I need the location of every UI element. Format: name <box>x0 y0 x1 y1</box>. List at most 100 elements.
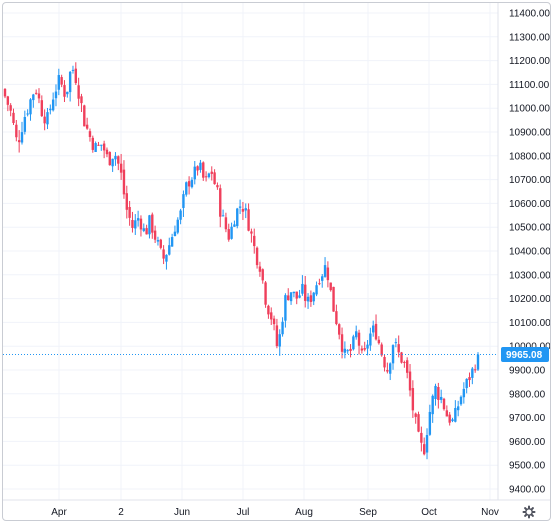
y-tick-label: 9700.00 <box>509 413 546 424</box>
candle-body <box>134 220 137 229</box>
y-tick-label: 9500.00 <box>509 461 546 472</box>
candle-body <box>388 363 392 374</box>
candle-body <box>241 208 245 212</box>
y-tick-label: 10900.00 <box>509 128 550 139</box>
y-tick-label: 10700.00 <box>509 175 550 186</box>
candle-body <box>394 342 398 344</box>
candle-body <box>3 88 7 97</box>
candle-body <box>321 276 324 281</box>
candle-body <box>85 124 89 129</box>
candle-body <box>403 362 406 364</box>
candle-body <box>346 350 349 352</box>
candle-body <box>131 219 134 228</box>
candle-body <box>20 132 24 143</box>
candle-body <box>102 143 106 151</box>
candle-body <box>386 369 389 372</box>
candle-body <box>292 291 296 294</box>
candle-body <box>88 131 92 138</box>
time-axis[interactable]: Apr 2 Jun Jul Aug Sep Oct Nov <box>3 499 550 518</box>
price-axis[interactable]: 9400.00 9500.00 9600.00 9700.00 9800.00 9900.… <box>497 3 550 500</box>
candle-body <box>224 217 228 230</box>
candle-body <box>380 344 383 356</box>
candle-body <box>439 396 443 400</box>
candle-body <box>151 214 154 233</box>
y-tick-label: 11400.00 <box>509 9 550 20</box>
candle-body <box>261 269 264 281</box>
gear-icon[interactable] <box>522 505 536 519</box>
candle-body <box>374 323 378 340</box>
candle-body <box>207 173 211 178</box>
candle-body <box>26 113 29 115</box>
candle-body <box>332 286 335 312</box>
candle-body <box>306 296 310 302</box>
candle-body <box>173 231 177 237</box>
candle-body <box>49 108 52 111</box>
candle-body <box>43 116 46 124</box>
candle-body <box>139 218 143 230</box>
x-tick-label: Jul <box>237 507 250 518</box>
candle-body <box>414 413 417 417</box>
candle-body <box>117 156 120 164</box>
x-tick-label: Nov <box>481 507 499 518</box>
candle-body <box>57 75 61 90</box>
candle-body <box>244 208 247 211</box>
candle-body <box>145 228 148 235</box>
candle-body <box>148 215 151 235</box>
candle-body <box>51 99 55 111</box>
y-tick-label: 11300.00 <box>509 32 550 43</box>
y-tick-label: 10600.00 <box>509 199 550 210</box>
candle-body <box>289 292 293 302</box>
candle-body <box>304 284 307 301</box>
candle-body <box>278 334 281 347</box>
x-tick-label: Oct <box>421 507 437 518</box>
candle-body <box>23 116 27 132</box>
candle-body <box>54 91 58 99</box>
candle-body <box>9 105 12 111</box>
candlestick-chart[interactable]: 9400.00 9500.00 9600.00 9700.00 9800.00 9900.… <box>3 3 550 520</box>
candle-body <box>40 100 44 117</box>
candle-body <box>165 254 168 262</box>
candle-body <box>448 414 451 423</box>
candle-body <box>66 91 69 95</box>
candle-body <box>295 291 298 299</box>
candle-body <box>442 398 446 410</box>
candle-body <box>213 172 216 185</box>
candle-body <box>193 166 196 180</box>
x-tick-label: Sep <box>359 507 377 518</box>
candle-body <box>459 396 463 405</box>
candle-body <box>71 69 75 71</box>
candle-body <box>315 285 318 295</box>
candle-body <box>105 149 109 155</box>
candle-body <box>119 163 123 173</box>
candle-body <box>335 311 338 325</box>
candle-body <box>363 348 366 350</box>
candle-body <box>476 354 480 370</box>
candle-body <box>397 344 400 353</box>
candle-body <box>74 68 78 84</box>
candle-body <box>236 208 239 227</box>
y-tick-label: 10800.00 <box>509 151 550 162</box>
candle-body <box>170 237 174 247</box>
candle-body <box>281 321 284 335</box>
candle-body <box>270 312 273 320</box>
candle-body <box>199 162 202 170</box>
candle-body <box>159 239 162 248</box>
y-tick-label: 11000.00 <box>509 104 550 115</box>
candle-body <box>383 356 386 368</box>
candle-body <box>6 96 10 105</box>
candle-body <box>323 265 327 277</box>
candle-body <box>111 158 114 167</box>
candle-body <box>349 348 352 351</box>
candle-body <box>34 92 38 94</box>
candle-body <box>318 283 321 285</box>
candle-body <box>190 179 194 188</box>
candle-body <box>77 85 80 99</box>
candle-body <box>411 388 415 411</box>
candle-body <box>434 385 437 400</box>
candle-body <box>185 182 188 195</box>
y-tick-label: 10200.00 <box>509 294 550 305</box>
candle-body <box>182 194 185 208</box>
candle-body <box>420 432 423 443</box>
y-tick-label: 10400.00 <box>509 247 550 258</box>
candle-body <box>431 395 434 415</box>
